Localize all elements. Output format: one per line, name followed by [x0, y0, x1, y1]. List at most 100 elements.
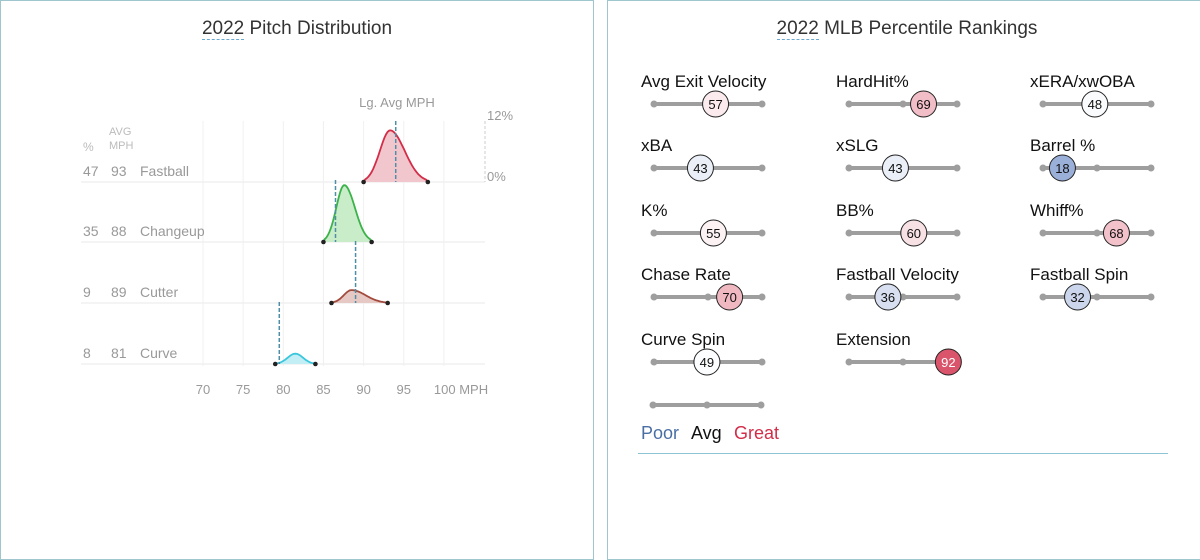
percentile-slider: 69 — [845, 90, 961, 118]
x-tick-label: 70 — [196, 382, 210, 397]
percentile-slider: 49 — [650, 348, 766, 376]
percentile-marker — [693, 348, 721, 376]
metric-label: HardHit% — [836, 72, 909, 91]
metric-label: Avg Exit Velocity — [641, 72, 767, 91]
metric-label: BB% — [836, 201, 874, 220]
percentile-value: 70 — [722, 290, 736, 305]
y-scale-max: 12% — [487, 108, 513, 123]
percentile-marker — [702, 90, 730, 118]
pct-header: % — [83, 140, 94, 154]
divider — [638, 453, 1168, 454]
distribution-area — [275, 353, 316, 364]
percentile-slider: 55 — [650, 219, 766, 247]
metric-label: Fastball Spin — [1030, 265, 1129, 284]
max-point — [425, 179, 431, 185]
avg-mph-header: AVG — [109, 126, 131, 138]
percentile-slider: 18 — [1039, 154, 1155, 182]
percentile-slider: 48 — [1039, 90, 1155, 118]
percentile-value: 69 — [916, 97, 930, 112]
distribution-curve — [274, 352, 316, 365]
percentile-marker — [910, 90, 938, 118]
percentile-marker — [900, 219, 928, 247]
percentile-slider: 57 — [650, 90, 766, 118]
min-point — [361, 179, 366, 185]
metric-xslg: xSLG 43 — [836, 136, 1016, 196]
pitch-name: Changeup — [140, 223, 205, 239]
metric-bb: BB% 60 — [836, 201, 1016, 261]
min-point — [329, 300, 334, 306]
percentile-marker — [874, 283, 902, 311]
metric-curve-spin: Curve Spin 49 — [641, 330, 821, 390]
pitch-avg-mph: 88 — [111, 223, 127, 239]
title-year[interactable]: 2022 — [776, 18, 819, 40]
percentile-marker — [1102, 219, 1130, 247]
legend-scale-bar — [649, 401, 765, 409]
y-scale-min: 0% — [487, 169, 506, 184]
pitch-pct: 35 — [83, 223, 99, 239]
distribution-curve — [331, 289, 389, 304]
metric-label: Fastball Velocity — [836, 265, 959, 284]
pitch-avg-mph: 93 — [111, 163, 127, 179]
pitch-distribution-title: 2022 Pitch Distribution — [201, 18, 393, 40]
min-point — [272, 361, 278, 367]
pitch-distribution-panel: 2022 Pitch Distribution % AVG MPH 12% 0% Lg. … — [0, 0, 594, 560]
percentile-marker — [686, 154, 714, 182]
percentile-value: 49 — [700, 355, 714, 370]
percentile-rankings-panel: 2022 MLB Percentile Rankings Avg Exit Ve… — [607, 0, 1200, 560]
metric-label: Whiff% — [1030, 201, 1084, 220]
percentile-value: 32 — [1070, 290, 1084, 305]
pitch-avg-mph: 81 — [111, 345, 127, 361]
x-tick-label: 80 — [276, 382, 290, 397]
percentile-value: 43 — [693, 161, 707, 176]
percentile-slider: 60 — [845, 219, 961, 247]
pitch-name: Curve — [140, 345, 178, 361]
min-point — [321, 239, 326, 245]
percentile-value: 43 — [888, 161, 902, 176]
metric-label: Curve Spin — [641, 330, 726, 349]
percentile-marker — [699, 219, 727, 247]
metric-k: K% 55 — [641, 201, 821, 261]
pitch-pct: 8 — [83, 345, 91, 361]
metric-label: xSLG — [836, 136, 879, 155]
percentile-value: 18 — [1055, 161, 1069, 176]
metric-xera-xwoba: xERA/xwOBA 48 — [1030, 72, 1200, 132]
metric-label: Chase Rate — [641, 265, 731, 284]
metric-fastball-velocity: Fastball Velocity 36 — [836, 265, 1016, 325]
percentile-slider: 92 — [845, 348, 962, 376]
title-year[interactable]: 2022 — [201, 18, 245, 40]
max-point — [385, 300, 390, 306]
x-tick-label: 75 — [236, 382, 250, 397]
distribution-area — [363, 130, 428, 182]
percentile-value: 92 — [941, 355, 955, 370]
pitch-pct: 47 — [83, 163, 99, 179]
percentile-slider: 43 — [845, 154, 961, 182]
percentile-marker — [716, 283, 744, 311]
percentile-slider: 43 — [650, 154, 766, 182]
pitch-name: Cutter — [140, 284, 178, 300]
percentile-value: 48 — [1088, 97, 1102, 112]
percentile-slider: 68 — [1039, 219, 1155, 247]
percentile-value: 55 — [706, 226, 720, 241]
percentile-slider: 36 — [845, 283, 961, 311]
percentile-rankings-title: 2022 MLB Percentile Rankings — [776, 18, 1038, 40]
percentile-marker — [1081, 90, 1109, 118]
legend-avg: Avg — [691, 423, 722, 443]
x-tick-label: 100 MPH — [434, 382, 488, 397]
metric-hardhit: HardHit% 69 — [836, 72, 1016, 132]
metric-label: xERA/xwOBA — [1030, 72, 1135, 91]
svg-text:MPH: MPH — [109, 140, 134, 152]
pitch-avg-mph: 89 — [111, 284, 127, 300]
percentile-value: 57 — [708, 97, 722, 112]
x-tick-label: 85 — [316, 382, 330, 397]
metric-chase-rate: Chase Rate 70 — [641, 265, 821, 325]
percentile-slider: 32 — [1039, 283, 1155, 311]
percentile-value: 60 — [907, 226, 921, 241]
metric-xba: xBA 43 — [641, 136, 821, 196]
percentile-marker — [1048, 154, 1076, 182]
percentile-value: 36 — [881, 290, 895, 305]
legend-great: Great — [734, 423, 780, 443]
percentile-slider: 70 — [650, 283, 766, 311]
metric-label: xBA — [641, 136, 673, 155]
legend-poor: Poor — [641, 423, 680, 443]
distribution-curve — [322, 184, 373, 243]
